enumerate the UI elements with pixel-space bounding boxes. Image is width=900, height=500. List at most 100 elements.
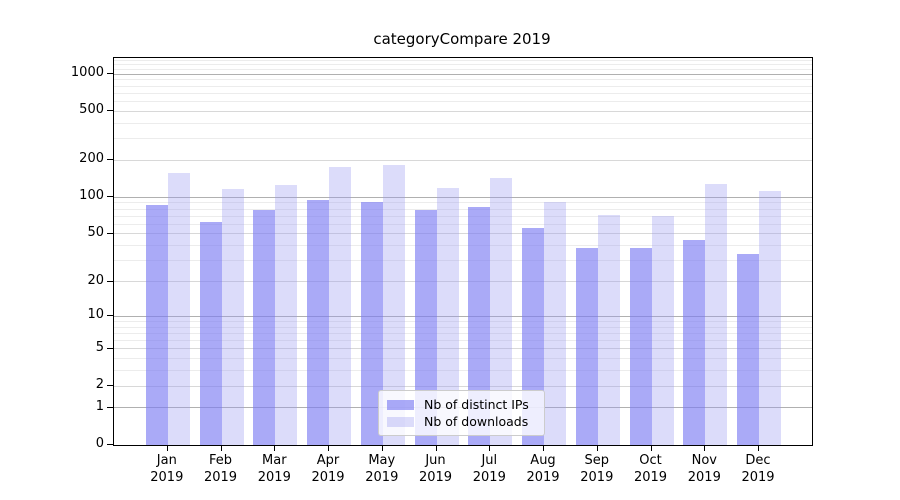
bar-downloads bbox=[759, 191, 781, 445]
x-tick-month: Jan bbox=[156, 453, 177, 468]
bar-downloads bbox=[329, 166, 351, 445]
gridline-y-1100 bbox=[114, 68, 812, 70]
x-tick-year: 2019 bbox=[365, 470, 399, 485]
y-tick-mark bbox=[107, 385, 113, 386]
legend-item-distinct-ips: Nb of distinct IPs bbox=[387, 396, 536, 413]
y-tick-mark bbox=[107, 196, 113, 198]
bar-downloads bbox=[597, 215, 620, 445]
x-tick-year: 2019 bbox=[257, 470, 291, 485]
gridline-y-900 bbox=[114, 79, 812, 81]
x-tick-year: 2019 bbox=[472, 470, 506, 485]
x-tick-mark bbox=[758, 446, 759, 451]
x-tick-mark bbox=[220, 446, 222, 451]
gridline-y-50 bbox=[114, 233, 812, 235]
y-tick-mark bbox=[107, 232, 113, 234]
x-tick-year: 2019 bbox=[311, 470, 345, 485]
x-tick-mark bbox=[328, 446, 329, 451]
gridline-y-80 bbox=[114, 208, 812, 210]
gridline-y-40 bbox=[114, 245, 812, 247]
gridline-y-90 bbox=[114, 202, 812, 204]
gridline-y-10 bbox=[114, 315, 812, 317]
gridline-y-9 bbox=[114, 320, 812, 322]
gridline-y-3 bbox=[114, 370, 812, 372]
y-tick-label: 0 bbox=[95, 436, 104, 451]
bar-distinct-ips bbox=[253, 210, 276, 445]
plot-area bbox=[113, 57, 813, 446]
x-tick-month: Dec bbox=[745, 453, 771, 468]
gridline-y-1300 bbox=[114, 59, 812, 61]
x-tick-month: Aug bbox=[530, 453, 556, 468]
x-tick-label: Aug 2019 bbox=[511, 452, 575, 486]
y-tick-label: 20 bbox=[87, 272, 104, 288]
gridline-y-6 bbox=[114, 340, 812, 341]
x-tick-year: 2019 bbox=[203, 470, 238, 485]
x-tick-label: Nov 2019 bbox=[672, 452, 736, 486]
y-tick-label: 50 bbox=[87, 224, 104, 240]
gridline-y-700 bbox=[114, 92, 812, 94]
y-tick-mark bbox=[107, 73, 113, 75]
y-tick-label: 2 bbox=[95, 377, 104, 392]
bar-downloads bbox=[436, 187, 459, 445]
x-tick-label: Jun 2019 bbox=[404, 452, 468, 486]
x-tick-label: Jan 2019 bbox=[135, 452, 199, 486]
x-tick-label: Feb 2019 bbox=[189, 452, 253, 486]
gridline-y-4 bbox=[114, 358, 812, 360]
x-tick-year: 2019 bbox=[150, 470, 184, 485]
x-tick-month: Oct bbox=[639, 453, 662, 468]
y-tick-label: 500 bbox=[79, 102, 104, 118]
x-tick-label: Mar 2019 bbox=[242, 452, 306, 486]
x-tick-label: Apr 2019 bbox=[296, 452, 360, 486]
bar-downloads bbox=[651, 216, 674, 445]
x-tick-mark bbox=[704, 446, 706, 451]
chart-title: categoryCompare 2019 bbox=[373, 30, 551, 48]
gridline-y-70 bbox=[114, 215, 812, 217]
bar-distinct-ips bbox=[629, 248, 652, 445]
gridline-y-8 bbox=[114, 326, 812, 328]
x-tick-month: Nov bbox=[691, 453, 717, 468]
x-tick-year: 2019 bbox=[687, 470, 721, 485]
bar-downloads bbox=[705, 184, 728, 445]
gridline-y-200 bbox=[114, 159, 812, 161]
x-tick-label: Oct 2019 bbox=[619, 452, 683, 486]
x-tick-mark bbox=[274, 446, 276, 451]
y-tick-label: 5 bbox=[95, 339, 104, 355]
legend-label-distinct-ips: Nb of distinct IPs bbox=[424, 397, 529, 412]
x-tick-month: Jun bbox=[425, 453, 446, 468]
bar-downloads bbox=[382, 164, 405, 445]
legend-swatch-distinct-ips bbox=[387, 399, 414, 410]
x-tick-year: 2019 bbox=[526, 470, 560, 485]
gridline-y-100 bbox=[114, 196, 812, 198]
legend-item-downloads: Nb of downloads bbox=[387, 413, 536, 430]
gridline-y-2 bbox=[114, 385, 812, 387]
gridline-y-800 bbox=[114, 85, 812, 87]
x-tick-year: 2019 bbox=[741, 470, 775, 485]
y-tick-mark bbox=[107, 110, 113, 112]
bar-distinct-ips bbox=[737, 254, 759, 445]
gridline-y-1000 bbox=[114, 73, 812, 75]
gridline-y-20 bbox=[114, 281, 812, 283]
bar-distinct-ips bbox=[683, 239, 706, 445]
legend: Nb of distinct IPs Nb of downloads bbox=[378, 390, 545, 436]
y-tick-mark bbox=[107, 159, 113, 161]
y-tick-mark bbox=[107, 347, 113, 349]
bar-distinct-ips bbox=[414, 210, 437, 445]
x-tick-label: Sep 2019 bbox=[565, 452, 629, 486]
bar-distinct-ips bbox=[575, 248, 598, 445]
x-tick-label: Jul 2019 bbox=[457, 452, 521, 486]
bar-distinct-ips bbox=[468, 207, 491, 445]
x-tick-label: May 2019 bbox=[350, 452, 414, 486]
x-tick-mark bbox=[381, 446, 383, 451]
gridline-y-30 bbox=[114, 260, 812, 262]
y-tick-label: 1 bbox=[95, 398, 104, 414]
y-tick-label: 1000 bbox=[70, 65, 104, 81]
x-tick-mark bbox=[166, 446, 168, 451]
y-tick-mark bbox=[107, 406, 113, 408]
bar-distinct-ips bbox=[307, 200, 329, 445]
bar-distinct-ips bbox=[199, 221, 222, 445]
gridline-y-1200 bbox=[114, 63, 812, 65]
x-tick-month: Jul bbox=[481, 453, 498, 468]
bar-downloads bbox=[167, 172, 190, 445]
gridline-y-60 bbox=[114, 223, 812, 225]
x-tick-mark bbox=[435, 446, 437, 451]
